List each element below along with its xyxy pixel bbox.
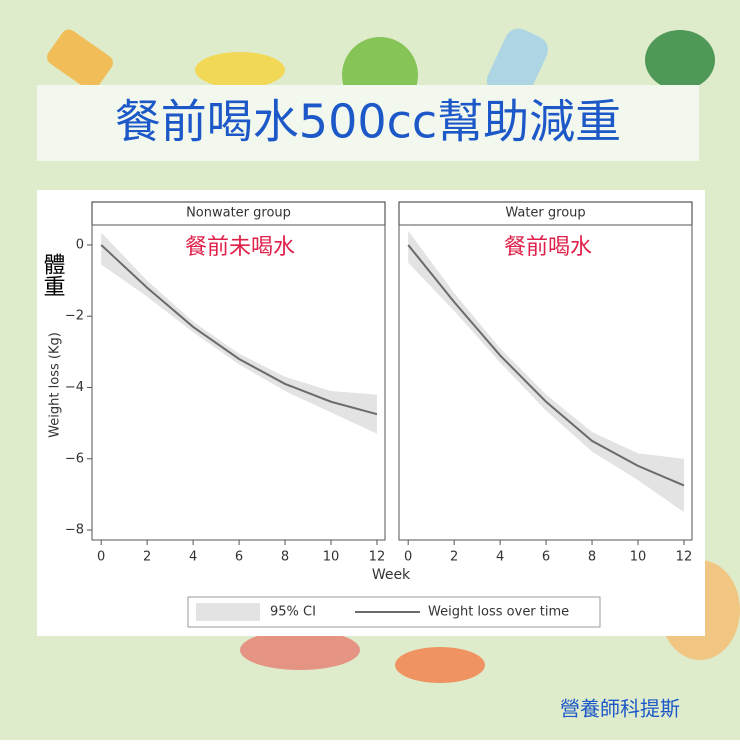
x-tick-label: 0 — [404, 550, 412, 565]
x-tick-label: 8 — [281, 550, 289, 565]
x-tick-label: 8 — [588, 550, 596, 565]
legend-swatch-band — [196, 603, 260, 621]
x-tick-label: 4 — [496, 550, 504, 565]
decor — [195, 52, 285, 88]
y-tick-label: −4 — [65, 380, 84, 395]
plot-frame — [91, 224, 386, 541]
decor — [395, 647, 485, 683]
x-tick-label: 12 — [676, 550, 693, 565]
legend-label: Weight loss over time — [428, 605, 569, 620]
x-tick-label: 2 — [143, 550, 151, 565]
decor — [47, 29, 113, 91]
title-banner — [37, 85, 699, 161]
ci-band — [101, 232, 377, 434]
x-tick-label: 10 — [630, 550, 647, 565]
trend-line — [407, 244, 685, 487]
x-tick-label: 10 — [323, 550, 340, 565]
ci-band — [408, 230, 684, 513]
x-tick-label: 12 — [369, 550, 386, 565]
annotation: 餐前未喝水 — [185, 235, 295, 260]
page-title: 餐前喝水500cc幫助減重 — [115, 95, 621, 149]
trend-line — [100, 244, 378, 416]
decor — [240, 630, 360, 670]
panel-title: Nonwater group — [186, 206, 291, 221]
panel-title: Water group — [505, 206, 585, 221]
decor — [645, 30, 715, 90]
y-tick-label: −2 — [65, 309, 84, 324]
x-tick-label: 6 — [235, 550, 243, 565]
y-tick-label: 0 — [76, 237, 84, 252]
y-tick-label: −8 — [65, 523, 84, 538]
annotation: 餐前喝水 — [504, 235, 592, 260]
x-tick-label: 0 — [97, 550, 105, 565]
x-tick-label: 2 — [450, 550, 458, 565]
y-axis-label: Weight loss (Kg) — [48, 332, 63, 438]
legend-label: 95% CI — [270, 605, 316, 620]
decor — [486, 28, 549, 102]
x-tick-label: 4 — [189, 550, 197, 565]
plot-frame — [398, 224, 693, 541]
y-tick-label: −6 — [65, 451, 84, 466]
side-label: 體重 — [40, 253, 65, 297]
footer-credit: 營養師科提斯 — [560, 697, 680, 721]
x-axis-label: Week — [372, 567, 411, 583]
x-tick-label: 6 — [542, 550, 550, 565]
